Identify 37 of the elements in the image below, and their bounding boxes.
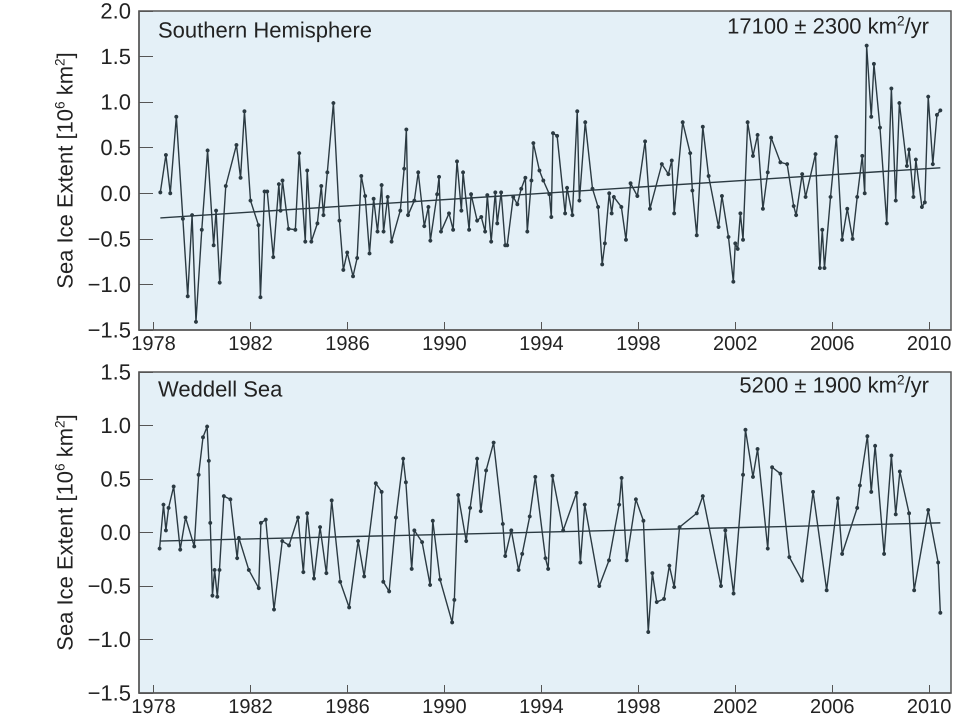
y-tick-label: −1.0 xyxy=(88,272,131,297)
x-tick-label: 1990 xyxy=(422,333,467,355)
y-axis-title: Sea Ice Extent [106 km2] xyxy=(52,52,78,289)
y-tick-label: 1.5 xyxy=(100,44,131,70)
y-tick-label: 1.0 xyxy=(100,413,131,438)
y-tick-label: −1.0 xyxy=(88,627,131,652)
y-tick-label: 0.5 xyxy=(100,135,131,160)
x-tick-label: 1986 xyxy=(325,333,370,355)
x-tick-label: 1982 xyxy=(228,696,273,718)
x-tick-label: 1978 xyxy=(131,696,176,718)
y-tick-label: −1.5 xyxy=(88,318,131,342)
x-tick-label: 2010 xyxy=(906,333,952,355)
x-tick-label: 2002 xyxy=(713,696,758,718)
y-tick-label: 2.0 xyxy=(100,0,131,24)
x-tick-label: 2006 xyxy=(810,696,854,718)
y-tick-label: 0.5 xyxy=(100,466,131,492)
chart-title: Weddell Sea xyxy=(158,376,284,402)
y-tick-label: −1.5 xyxy=(88,680,131,706)
x-tick-label: 1978 xyxy=(131,333,176,355)
y-tick-label: 1.0 xyxy=(100,90,131,115)
x-tick-label: 1994 xyxy=(519,696,564,718)
x-tick-label: 1986 xyxy=(325,696,370,718)
y-tick-label: −0.5 xyxy=(88,226,131,252)
x-tick-label: 1994 xyxy=(519,333,564,355)
y-axis-title: Sea Ice Extent [106 km2] xyxy=(52,414,78,651)
x-tick-label: 2002 xyxy=(713,333,758,355)
y-tick-label: 1.5 xyxy=(100,360,131,384)
y-tick-label: −0.5 xyxy=(88,574,131,598)
x-tick-label: 2010 xyxy=(906,696,952,718)
y-tick-label: 0.0 xyxy=(100,180,131,206)
chart-title: Southern Hemisphere xyxy=(158,18,372,42)
y-tick-label: 0.0 xyxy=(100,520,131,545)
x-tick-label: 2006 xyxy=(810,333,854,355)
x-tick-label: 1998 xyxy=(616,333,661,355)
x-tick-label: 1998 xyxy=(616,696,661,718)
x-tick-label: 1990 xyxy=(422,696,467,718)
x-tick-label: 1982 xyxy=(228,333,273,355)
